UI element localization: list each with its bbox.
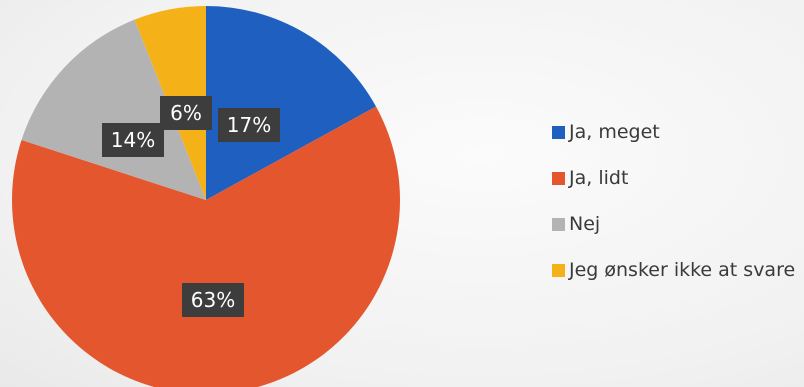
data-label-ja-meget: 17% [218, 108, 280, 142]
data-label-ja-lidt: 63% [182, 283, 244, 317]
pie-slices [12, 6, 400, 387]
data-label-jeg-onsker-ikke-at-svare: 6% [160, 96, 212, 130]
legend-swatch-ja-meget [552, 125, 565, 139]
legend-item-ja-meget: Ja, meget [552, 120, 795, 144]
legend-label-jeg-onsker-ikke-at-svare: Jeg ønsker ikke at svare [569, 259, 796, 281]
legend: Ja, meget Ja, lidt Nej Jeg ønsker ikke a… [552, 120, 795, 282]
legend-label-ja-lidt: Ja, lidt [569, 167, 629, 189]
legend-swatch-ja-lidt [552, 171, 565, 185]
data-label-text: 14% [111, 128, 155, 152]
legend-swatch-nej [552, 217, 565, 231]
pie-data-labels: 17% 63% 14% 6% [102, 96, 280, 317]
data-label-box [218, 108, 280, 142]
pie-slice-ja-lidt [12, 106, 400, 387]
data-label-text: 63% [191, 288, 235, 312]
data-label-box [182, 283, 244, 317]
legend-label-ja-meget: Ja, meget [569, 121, 660, 143]
data-label-box [160, 96, 212, 130]
data-label-nej: 14% [102, 123, 164, 157]
legend-item-jeg-onsker-ikke-at-svare: Jeg ønsker ikke at svare [552, 258, 795, 282]
data-label-text: 6% [170, 101, 202, 125]
legend-item-ja-lidt: Ja, lidt [552, 166, 795, 190]
data-label-box [102, 123, 164, 157]
pie-slice-ja-meget [206, 6, 377, 200]
legend-swatch-jeg-onsker-ikke-at-svare [552, 263, 565, 277]
data-label-text: 17% [227, 113, 271, 137]
legend-label-nej: Nej [569, 213, 601, 235]
legend-item-nej: Nej [552, 212, 795, 236]
